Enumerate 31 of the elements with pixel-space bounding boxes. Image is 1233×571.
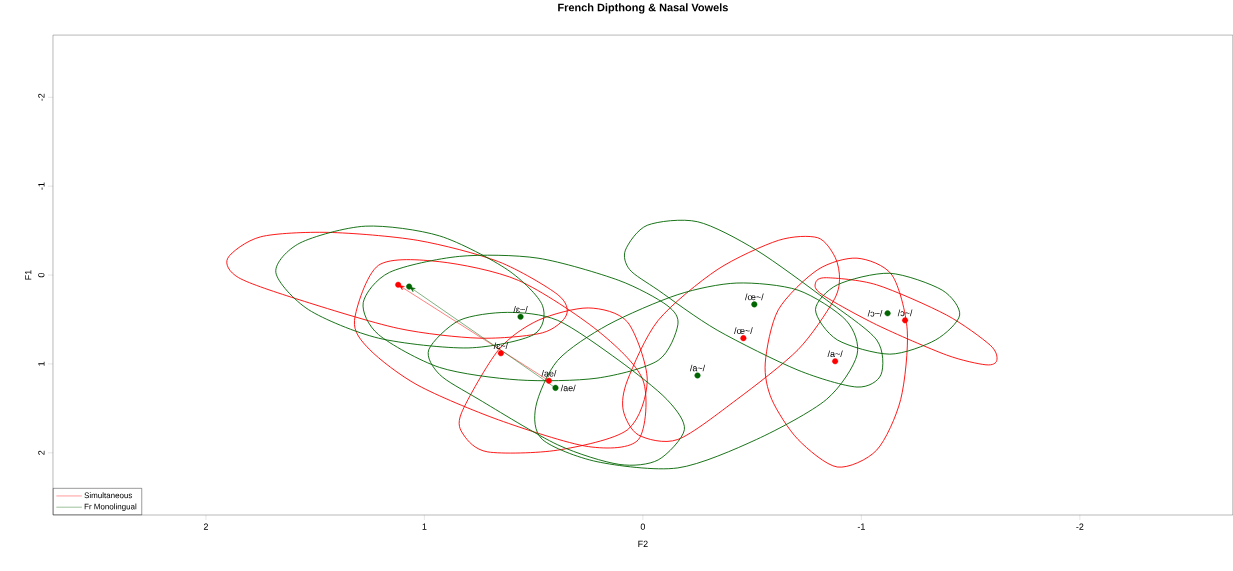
point <box>545 377 552 384</box>
annotation: /œ~/ <box>744 293 764 301</box>
x-tick-label: 2 <box>203 523 208 530</box>
y-tick-label: 2 <box>38 450 45 455</box>
y-axis-title: F1 <box>25 270 32 280</box>
point <box>694 372 701 379</box>
y-tick-label: -2 <box>38 93 45 101</box>
point <box>497 350 504 357</box>
point <box>740 335 747 342</box>
annotation: /ae/ <box>560 384 576 392</box>
y-tick-label: 0 <box>38 272 45 278</box>
annotation: /ɔ~/ <box>867 309 883 317</box>
point <box>884 310 891 317</box>
x-tick-label: -1 <box>857 523 865 530</box>
point <box>517 313 524 320</box>
annotation: /œ~/ <box>734 327 753 334</box>
annotation: /a~/ <box>827 350 843 358</box>
point <box>832 358 839 365</box>
chart-title: French Dipthong & Nasal Vowels <box>558 3 728 14</box>
x-tick-label: 0 <box>640 523 646 530</box>
annotation: /ɔ~/ <box>897 309 913 317</box>
x-tick-label: 1 <box>422 523 427 530</box>
x-axis-title: F2 <box>638 540 648 547</box>
point <box>751 301 758 308</box>
point <box>902 317 909 324</box>
point <box>552 384 559 391</box>
y-tick-label: 1 <box>38 361 45 366</box>
annotation: /ɛ~/ <box>513 306 528 313</box>
annotation: /a~/ <box>689 364 706 372</box>
y-tick-label: -1 <box>38 182 45 190</box>
x-tick-label: -2 <box>1076 523 1084 530</box>
